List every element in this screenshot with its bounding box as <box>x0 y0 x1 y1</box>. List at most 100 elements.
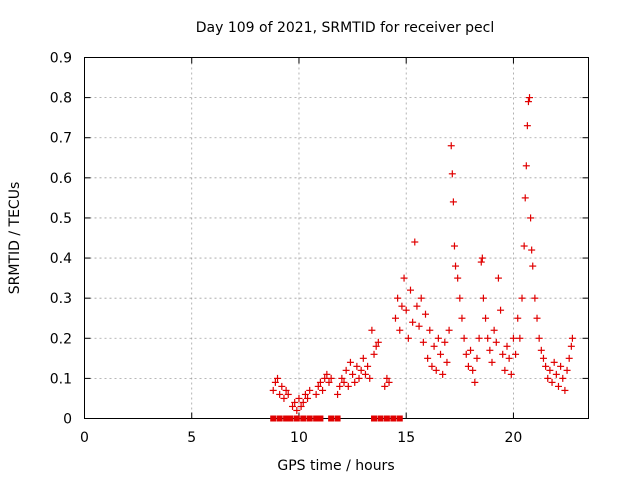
data-point <box>280 394 288 402</box>
data-point <box>301 390 309 398</box>
data-point <box>346 358 354 366</box>
data-point <box>479 294 487 302</box>
zero-level-point <box>383 415 390 422</box>
data-point <box>509 334 517 342</box>
data-point <box>494 274 502 282</box>
y-tick-label: 0.1 <box>50 371 72 387</box>
zero-level-point <box>390 415 397 422</box>
data-point <box>492 338 500 346</box>
data-point <box>526 94 534 102</box>
zero-level-point <box>270 415 277 422</box>
zero-level-point <box>328 415 335 422</box>
y-tick-labels: 0 0.1 0.2 0.3 0.4 0.5 0.6 0.7 0.8 0.9 <box>50 51 72 428</box>
data-point <box>319 386 327 394</box>
data-point <box>291 398 299 406</box>
grid <box>84 57 589 419</box>
data-point <box>450 242 458 250</box>
y-tick-label: 0.5 <box>50 211 72 227</box>
data-point <box>542 362 550 370</box>
y-tick-label: 0.4 <box>50 251 72 267</box>
data-point <box>385 378 393 386</box>
data-point <box>293 406 301 414</box>
data-point <box>567 342 575 350</box>
data-point <box>304 394 312 402</box>
data-point <box>424 354 432 362</box>
data-point <box>411 238 419 246</box>
data-point <box>289 402 297 410</box>
zero-level-point <box>287 415 294 422</box>
data-point <box>342 366 350 374</box>
data-point <box>501 366 509 374</box>
data-point <box>402 306 410 314</box>
data-point <box>359 354 367 362</box>
data-point <box>452 262 460 270</box>
data-point <box>516 334 524 342</box>
data-point <box>269 386 277 394</box>
data-point <box>520 242 528 250</box>
data-point <box>441 338 449 346</box>
data-point <box>471 378 479 386</box>
data-point <box>274 374 282 382</box>
data-point <box>486 346 494 354</box>
zero-level-point <box>306 415 313 422</box>
data-point <box>462 350 470 358</box>
chart-title: Day 109 of 2021, SRMTID for receiver pec… <box>196 20 495 36</box>
data-point <box>374 338 382 346</box>
data-point <box>475 334 483 342</box>
zero-level-point <box>377 415 384 422</box>
data-point <box>278 382 286 390</box>
data-point <box>456 294 464 302</box>
data-point <box>434 334 442 342</box>
y-axis-label: SRMTID / TECUs <box>7 182 23 295</box>
x-tick-label: 5 <box>187 430 196 446</box>
data-point <box>422 310 430 318</box>
data-point <box>437 350 445 358</box>
data-point <box>458 314 466 322</box>
data-point <box>524 98 532 106</box>
data-point <box>349 370 357 378</box>
zero-level-point <box>317 415 324 422</box>
x-tick-label: 0 <box>80 430 89 446</box>
data-point <box>533 314 541 322</box>
data-point <box>282 386 290 394</box>
data-point <box>271 378 279 386</box>
data-point <box>518 294 526 302</box>
zero-level-point <box>300 415 307 422</box>
data-point <box>312 390 320 398</box>
data-point <box>325 378 333 386</box>
data-point <box>546 366 554 374</box>
data-point <box>445 326 453 334</box>
data-point <box>554 382 562 390</box>
data-point <box>565 354 573 362</box>
data-point <box>484 334 492 342</box>
data-point <box>559 374 567 382</box>
data-point <box>417 294 425 302</box>
data-point <box>497 306 505 314</box>
data-point <box>415 322 423 330</box>
data-point <box>531 294 539 302</box>
data-point <box>488 358 496 366</box>
x-tick-label: 15 <box>397 430 415 446</box>
data-point <box>499 350 507 358</box>
y-tick-label: 0.3 <box>50 291 72 307</box>
data-point <box>482 314 490 322</box>
data-point <box>557 362 565 370</box>
data-point <box>529 262 537 270</box>
data-point <box>454 274 462 282</box>
data-point <box>306 386 314 394</box>
zero-level-point <box>334 415 341 422</box>
data-point <box>449 198 457 206</box>
data-point <box>537 346 545 354</box>
data-point <box>505 354 513 362</box>
y-tick-label: 0.8 <box>50 91 72 107</box>
data-point <box>507 370 515 378</box>
data-point <box>361 370 369 378</box>
x-axis-label: GPS time / hours <box>277 458 394 474</box>
data-point <box>391 314 399 322</box>
data-point <box>448 170 456 178</box>
data-point <box>426 326 434 334</box>
data-point <box>430 342 438 350</box>
zero-level-point <box>371 415 378 422</box>
data-point <box>527 214 535 222</box>
